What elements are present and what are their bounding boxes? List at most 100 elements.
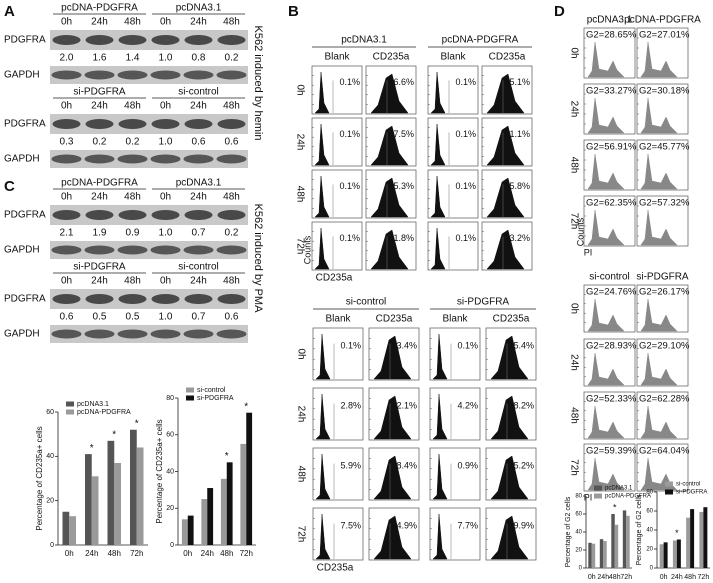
histogram bbox=[315, 393, 331, 440]
lane-label: 48h bbox=[124, 17, 141, 28]
ratio-label: 0.6 bbox=[225, 137, 239, 148]
histogram-frame bbox=[636, 443, 689, 492]
bar bbox=[690, 509, 695, 568]
group-label: si-PDGFRA bbox=[457, 297, 510, 308]
percent-label: 0.1% bbox=[339, 181, 360, 191]
x-tick-label: 48h bbox=[684, 574, 696, 581]
ratio-label: 1.0 bbox=[159, 228, 173, 239]
x-tick-label: 0h bbox=[660, 574, 668, 581]
histogram-frame bbox=[365, 169, 417, 219]
histogram bbox=[432, 453, 448, 500]
panel-letter: C bbox=[4, 178, 15, 195]
g2-label: G2=27.01% bbox=[639, 30, 690, 41]
band bbox=[151, 119, 180, 129]
percent-label: 7.7% bbox=[457, 521, 478, 531]
percent-label: 15.1% bbox=[504, 77, 530, 87]
percent-label: 69.9% bbox=[508, 521, 534, 531]
histogram bbox=[640, 298, 678, 332]
histogram bbox=[370, 177, 409, 218]
histogram bbox=[314, 123, 330, 166]
y-tick-label: 0 bbox=[50, 542, 54, 549]
y-tick-label: 60 bbox=[166, 432, 174, 439]
histogram bbox=[640, 153, 678, 190]
group-label: pcDNA-PDGFRA bbox=[442, 35, 519, 46]
x-tick-label: 48h bbox=[609, 574, 621, 581]
bar bbox=[622, 510, 627, 568]
bar bbox=[207, 488, 214, 545]
histogram bbox=[490, 335, 529, 380]
y-tick-label: 20 bbox=[575, 548, 582, 554]
histogram-frame bbox=[365, 221, 417, 271]
row-label: 0h bbox=[295, 348, 306, 359]
histogram bbox=[490, 515, 529, 560]
histogram-frame bbox=[583, 284, 636, 333]
legend-swatch bbox=[594, 493, 602, 499]
histogram bbox=[432, 333, 448, 380]
band-label: GAPDH bbox=[4, 329, 40, 340]
histogram-frame bbox=[481, 117, 533, 167]
histogram bbox=[486, 125, 525, 166]
significance-label: * bbox=[244, 401, 248, 412]
bar bbox=[588, 542, 592, 568]
ratio-label: 1.0 bbox=[159, 312, 173, 323]
histogram-frame bbox=[485, 327, 537, 381]
lane-label: 24h bbox=[91, 17, 108, 28]
bar bbox=[136, 447, 144, 545]
group-label: pcDNA3.1 bbox=[176, 178, 222, 189]
significance-label: * bbox=[135, 418, 139, 429]
ratio-label: 0.2 bbox=[225, 53, 239, 64]
bar bbox=[187, 515, 194, 545]
y-axis-label: Percentage of CD235a+ cells bbox=[155, 419, 164, 523]
histogram bbox=[587, 41, 625, 78]
bar bbox=[69, 516, 76, 545]
g2-label: G2=62.35% bbox=[586, 198, 637, 209]
group-label: pcDNA3.1 bbox=[341, 35, 387, 46]
row-label: 0h bbox=[568, 303, 579, 314]
bar bbox=[672, 540, 677, 568]
y-tick-label: 40 bbox=[646, 528, 653, 534]
lane-label: 24h bbox=[190, 101, 207, 112]
bar bbox=[62, 511, 70, 545]
band-label: GAPDH bbox=[4, 154, 40, 165]
band bbox=[150, 154, 181, 164]
percent-label: 7.5% bbox=[340, 521, 361, 531]
bar bbox=[611, 514, 615, 568]
legend-label: pcDNA3.1 bbox=[77, 401, 109, 408]
histogram bbox=[315, 453, 331, 500]
g2-label: G2=59.39% bbox=[586, 446, 637, 457]
row-label: 0h bbox=[568, 47, 579, 58]
panel-letter: B bbox=[288, 3, 299, 20]
histogram-frame bbox=[312, 387, 364, 441]
bar bbox=[226, 462, 233, 545]
ratio-label: 1.0 bbox=[159, 137, 173, 148]
y-tick-label: 60 bbox=[575, 512, 582, 518]
histogram-frame bbox=[583, 195, 636, 247]
histogram-frame bbox=[636, 284, 689, 333]
bar bbox=[599, 539, 604, 568]
row-label: 48h bbox=[568, 157, 579, 174]
histogram-frame bbox=[636, 391, 689, 440]
g2-label: G2=62.28% bbox=[639, 394, 690, 405]
group-label: pcDNA3.1 bbox=[176, 3, 222, 14]
histogram bbox=[640, 209, 678, 246]
x-tick-label: 72h bbox=[620, 574, 632, 581]
histogram bbox=[486, 229, 525, 270]
row-label: 0h bbox=[294, 84, 305, 95]
percent-label: 0.1% bbox=[339, 129, 360, 139]
histogram bbox=[640, 352, 678, 386]
histogram-frame bbox=[368, 327, 420, 381]
significance-label: * bbox=[225, 451, 229, 462]
percent-label: 15.4% bbox=[508, 341, 534, 351]
group-label: pcDNA-PDGFRA bbox=[61, 3, 138, 14]
band bbox=[117, 154, 148, 164]
band bbox=[151, 294, 180, 304]
bar bbox=[114, 462, 121, 545]
lane-label: 24h bbox=[91, 192, 108, 203]
group-label: pcDNA-PDGFRA bbox=[61, 178, 138, 189]
histogram bbox=[314, 227, 330, 270]
percent-label: 0.1% bbox=[339, 77, 360, 87]
band bbox=[183, 245, 214, 255]
g2-label: G2=33.27% bbox=[586, 86, 637, 97]
histogram bbox=[587, 209, 625, 246]
g2-label: G2=26.17% bbox=[639, 287, 690, 298]
